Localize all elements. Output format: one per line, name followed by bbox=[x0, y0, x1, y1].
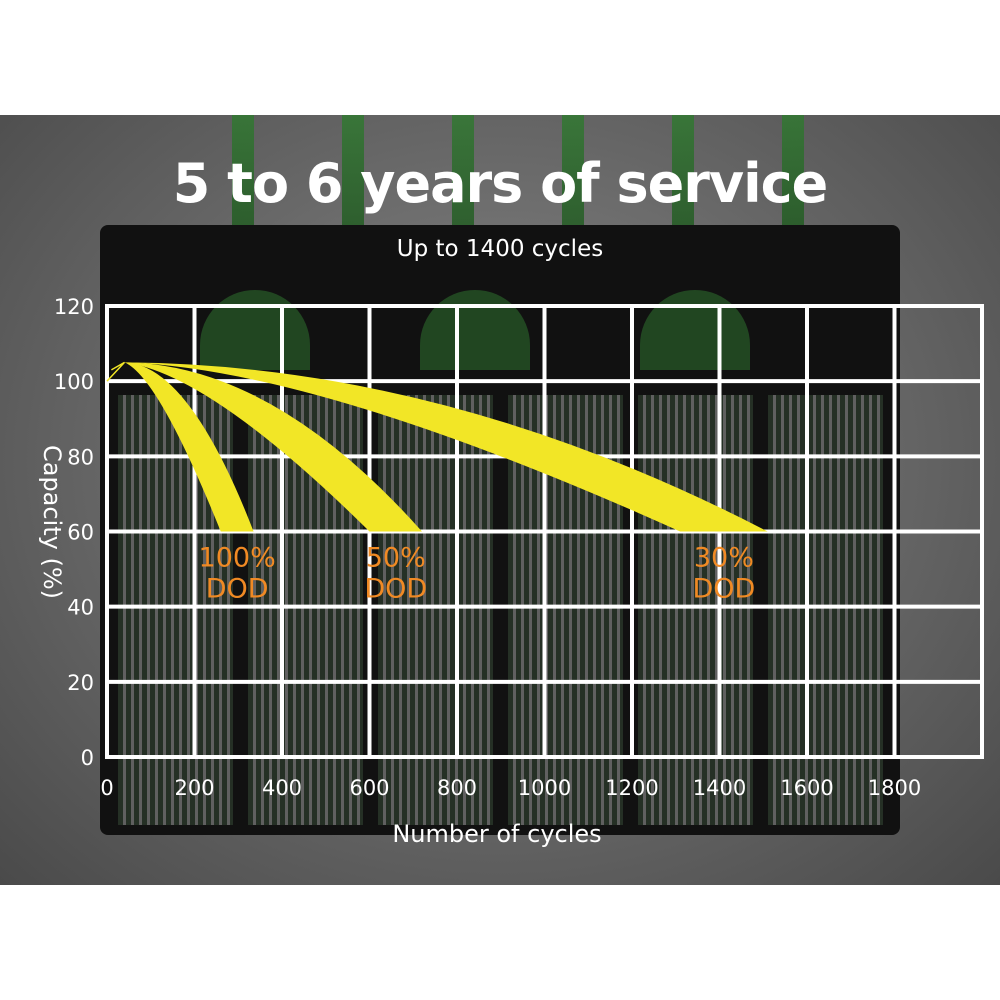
green-glow bbox=[672, 115, 694, 230]
curve-band bbox=[124, 362, 768, 532]
y-tick-label: 20 bbox=[67, 671, 94, 695]
y-axis-label: Capacity (%) bbox=[38, 445, 66, 599]
y-tick-label: 120 bbox=[54, 295, 94, 319]
x-tick-label: 1400 bbox=[693, 776, 746, 800]
x-tick-label: 1000 bbox=[518, 776, 571, 800]
x-tick-label: 1800 bbox=[868, 776, 921, 800]
x-tick-label: 600 bbox=[349, 776, 389, 800]
green-glow bbox=[342, 115, 364, 230]
series-label: DOD bbox=[206, 574, 269, 605]
green-glow bbox=[232, 115, 254, 230]
x-axis-label: Number of cycles bbox=[392, 820, 601, 848]
x-tick-label: 1600 bbox=[780, 776, 833, 800]
y-tick-label: 40 bbox=[67, 596, 94, 620]
series-label: DOD bbox=[692, 574, 755, 605]
battery-dome bbox=[420, 290, 530, 370]
green-glow bbox=[452, 115, 474, 230]
green-glow bbox=[782, 115, 804, 230]
battery-dome bbox=[200, 290, 310, 370]
x-tick-label: 800 bbox=[437, 776, 477, 800]
series-label: 50% bbox=[366, 543, 426, 574]
green-glow bbox=[562, 115, 584, 230]
curve-band bbox=[124, 362, 254, 532]
battery-dome bbox=[640, 290, 750, 370]
curve-band bbox=[124, 362, 422, 532]
y-tick-label: 60 bbox=[67, 521, 94, 545]
chart-title: 5 to 6 years of service bbox=[172, 152, 828, 215]
x-tick-label: 0 bbox=[100, 776, 113, 800]
series-label: 30% bbox=[694, 543, 754, 574]
series-label: 100% bbox=[199, 543, 276, 574]
y-tick-label: 80 bbox=[67, 445, 94, 469]
series-label: DOD bbox=[364, 574, 427, 605]
curve-start-marker bbox=[106, 361, 126, 382]
x-tick-label: 400 bbox=[262, 776, 302, 800]
x-tick-label: 200 bbox=[174, 776, 214, 800]
chart-subtitle: Up to 1400 cycles bbox=[396, 236, 604, 262]
y-tick-label: 100 bbox=[54, 370, 94, 394]
y-tick-label: 0 bbox=[81, 746, 94, 770]
x-tick-label: 1200 bbox=[605, 776, 658, 800]
